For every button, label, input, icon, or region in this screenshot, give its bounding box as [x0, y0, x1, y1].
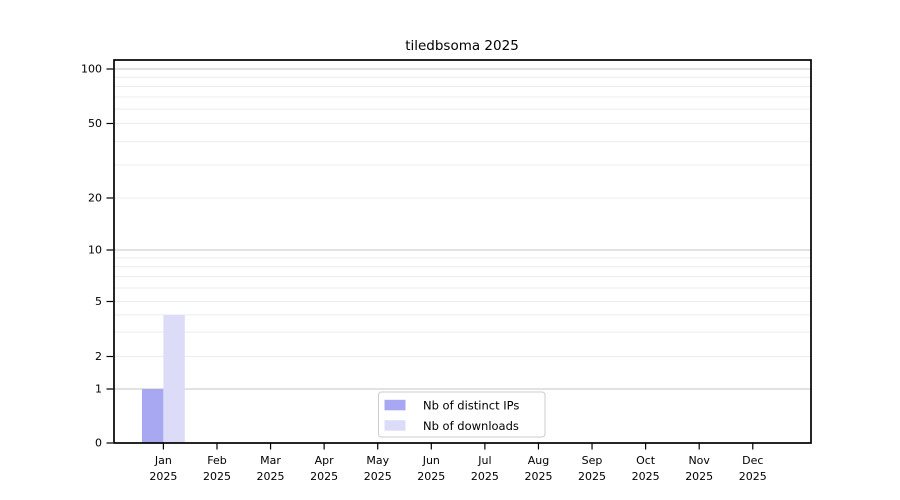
axis-ticks: [106, 68, 754, 450]
x-tick-label-may-2025: May 2025: [364, 454, 392, 483]
x-tick-label-oct-2025: Oct 2025: [632, 454, 660, 483]
plot-border: [113, 59, 812, 444]
y-tick-label-50: 50: [88, 117, 102, 130]
x-tick-label-aug-2025: Aug 2025: [524, 454, 552, 483]
y-tick-label-10: 10: [88, 244, 102, 257]
x-tick-label-apr-2025: Apr 2025: [310, 454, 338, 483]
x-tick-label-jan-2025: Jan 2025: [149, 454, 177, 483]
legend-label-distinct-ips: Nb of distinct IPs: [423, 399, 519, 413]
x-tick-label-jul-2025: Jul 2025: [471, 454, 499, 483]
y-tick-label-20: 20: [88, 192, 102, 205]
x-tick-label-feb-2025: Feb 2025: [203, 454, 231, 483]
y-axis-labels: 0 1 2 5 10 20 50 100: [81, 63, 102, 450]
chart-title: tiledbsoma 2025: [405, 38, 519, 54]
bar-nb-of-distinct-ips-jan-2025: [142, 389, 164, 443]
legend-label-downloads: Nb of downloads: [423, 419, 519, 433]
y-tick-label-1: 1: [95, 383, 102, 396]
legend: Nb of distinct IPs Nb of downloads: [378, 391, 546, 438]
x-axis-labels: Jan 2025 Feb 2025 Mar 2025 Apr 2025 May 2025 Jun 20…: [149, 454, 766, 483]
bar-nb-of-downloads-jan-2025: [163, 314, 185, 443]
legend-swatch-downloads: [384, 420, 406, 431]
x-tick-label-mar-2025: Mar 2025: [257, 454, 285, 483]
legend-box: [378, 391, 546, 438]
bars: [142, 314, 185, 443]
x-tick-label-jun-2025: Jun 2025: [417, 454, 445, 483]
y-tick-label-100: 100: [81, 63, 102, 76]
x-tick-label-sep-2025: Sep 2025: [578, 454, 606, 483]
y-tick-label-5: 5: [95, 295, 102, 308]
gridlines: [113, 68, 811, 390]
y-tick-label-2: 2: [95, 350, 102, 363]
legend-swatch-distinct-ips: [384, 399, 406, 411]
y-tick-label-0: 0: [95, 437, 102, 450]
x-tick-label-dec-2025: Dec 2025: [739, 454, 767, 483]
x-tick-label-nov-2025: Nov 2025: [685, 454, 713, 483]
